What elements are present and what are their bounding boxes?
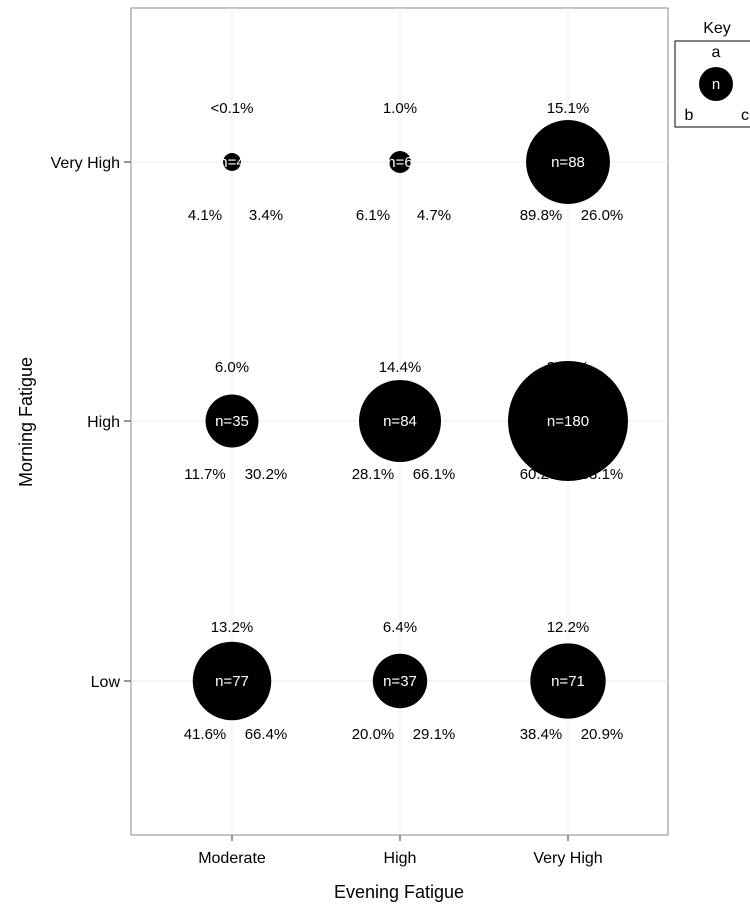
bubble-a-label: 13.2% xyxy=(211,619,254,636)
bubble-n-label: n=71 xyxy=(551,673,585,690)
bubble-c-label: 66.4% xyxy=(245,726,288,743)
bubble-c-label: 30.2% xyxy=(245,466,288,483)
bubble-b-label: 89.8% xyxy=(520,207,563,224)
bubble-a-label: 30.1% xyxy=(547,359,590,376)
bubble xyxy=(205,394,259,448)
bubble-b-label: 41.6% xyxy=(184,726,227,743)
bubble xyxy=(359,380,441,462)
bubble-b-label: 4.1% xyxy=(188,207,222,224)
bubble-n-label: n=6 xyxy=(387,154,412,171)
bubble-a-label: 14.4% xyxy=(379,359,422,376)
y-tick-label: Low xyxy=(91,674,121,691)
bubble-a-label: <0.1% xyxy=(211,100,254,117)
bubble-a-label: 1.0% xyxy=(383,100,417,117)
bubble-n-label: n=35 xyxy=(215,413,249,430)
bubble xyxy=(389,151,411,173)
key-n-label: n xyxy=(712,76,720,93)
bubble-c-label: 26.0% xyxy=(581,207,624,224)
bubbles: n=4 <0.1% 4.1% 3.4% n=6 1.0% 6.1% 4.7% n=88 15.1%… xyxy=(184,100,628,743)
bubble-b-label: 6.1% xyxy=(356,207,390,224)
bubble xyxy=(372,653,428,709)
bubble-b-label: 60.2% xyxy=(520,466,563,483)
bubble-n-label: n=37 xyxy=(383,673,417,690)
x-tick-label: Moderate xyxy=(198,850,266,867)
bubble-n-label: n=84 xyxy=(383,413,417,430)
bubble-n-label: n=4 xyxy=(219,154,244,171)
bubble xyxy=(526,120,610,204)
bubble-group: n=35 6.0% 11.7% 30.2% xyxy=(184,359,287,483)
key-a-label: a xyxy=(712,44,721,61)
x-tick-label: High xyxy=(384,850,417,867)
bubble-group: n=84 14.4% 28.1% 66.1% xyxy=(352,359,456,483)
bubble-group: n=77 13.2% 41.6% 66.4% xyxy=(184,619,288,743)
bubble xyxy=(530,643,606,719)
bubble-group: n=71 12.2% 38.4% 20.9% xyxy=(520,619,624,743)
bubble-a-label: 12.2% xyxy=(547,619,590,636)
bubble-group: n=37 6.4% 20.0% 29.1% xyxy=(352,619,456,743)
bubble-c-label: 3.4% xyxy=(249,207,283,224)
key-bubble xyxy=(699,67,733,101)
bubble xyxy=(508,361,628,481)
bubble-group: n=4 <0.1% 4.1% 3.4% xyxy=(188,100,283,224)
y-axis-title: Morning Fatigue xyxy=(16,357,36,487)
key-c-label: c xyxy=(741,107,749,124)
bubble-b-label: 38.4% xyxy=(520,726,563,743)
key-title: Key xyxy=(703,20,731,37)
bubble-b-label: 11.7% xyxy=(184,466,225,483)
bubble-b-label: 20.0% xyxy=(352,726,395,743)
key-legend: Key a n b c xyxy=(674,20,750,128)
x-tick-label: Very High xyxy=(533,850,602,867)
bubble-n-label: n=77 xyxy=(215,673,249,690)
y-tick-label: High xyxy=(87,414,120,431)
y-tick-label: Very High xyxy=(51,155,120,172)
bubble-c-label: 20.9% xyxy=(581,726,624,743)
bubble xyxy=(192,641,272,721)
x-axis-title: Evening Fatigue xyxy=(334,882,464,902)
bubble-a-label: 6.4% xyxy=(383,619,417,636)
x-axis-ticks: Moderate High Very High xyxy=(198,835,603,867)
bubble-c-label: 53.1% xyxy=(581,466,624,483)
bubble-a-label: 6.0% xyxy=(215,359,249,376)
key-b-label: b xyxy=(685,107,694,124)
bubble-n-label: n=88 xyxy=(551,154,585,171)
bubble-b-label: 28.1% xyxy=(352,466,395,483)
bubble-c-label: 4.7% xyxy=(417,207,451,224)
bubble-group: n=88 15.1% 89.8% 26.0% xyxy=(520,100,624,224)
bubble xyxy=(223,153,241,171)
bubble-group: n=180 30.1% 60.2% 53.1% xyxy=(508,359,628,483)
bubble-group: n=6 1.0% 6.1% 4.7% xyxy=(356,100,451,224)
bubble-a-label: 15.1% xyxy=(547,100,590,117)
bubble-n-label: n=180 xyxy=(547,413,589,430)
bubble-c-label: 66.1% xyxy=(413,466,456,483)
y-axis-ticks: Low High Very High xyxy=(51,155,131,691)
bubble-c-label: 29.1% xyxy=(413,726,456,743)
